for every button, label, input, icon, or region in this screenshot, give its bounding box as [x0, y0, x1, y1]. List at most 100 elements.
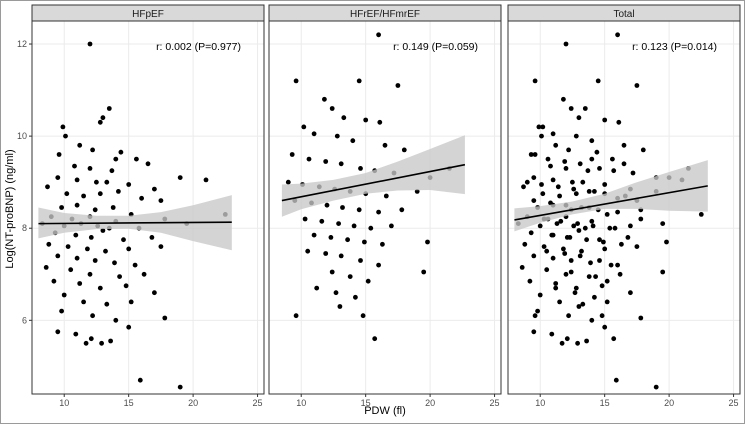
data-point	[660, 269, 666, 275]
data-point	[638, 216, 644, 222]
data-point	[589, 138, 595, 144]
data-point	[550, 232, 556, 238]
data-point	[59, 308, 64, 314]
data-point	[139, 195, 145, 201]
data-point	[571, 223, 577, 229]
panel-border	[507, 20, 741, 395]
data-point	[81, 299, 86, 305]
data-point	[81, 193, 86, 199]
data-point	[293, 78, 299, 84]
data-point	[592, 294, 597, 300]
data-point	[56, 152, 62, 157]
data-point	[597, 166, 602, 171]
data-point	[329, 269, 335, 275]
data-point	[610, 156, 615, 162]
data-point	[593, 274, 598, 279]
data-point	[77, 281, 83, 286]
data-point	[123, 283, 129, 289]
data-point	[528, 152, 534, 157]
y-tick-label: 8	[22, 223, 27, 233]
data-point	[55, 329, 61, 335]
data-point	[599, 313, 605, 319]
data-point	[562, 159, 568, 164]
data-point	[634, 83, 640, 88]
x-tick-label: 15	[361, 398, 371, 408]
data-point	[74, 255, 80, 261]
data-point	[628, 290, 633, 296]
data-point	[532, 78, 538, 84]
data-point	[328, 235, 334, 240]
data-point	[621, 161, 627, 167]
data-point	[347, 274, 353, 279]
y-tick-label: 6	[22, 315, 27, 325]
data-point	[617, 271, 623, 277]
y-tick-label: 10	[17, 131, 27, 141]
data-point	[333, 290, 339, 296]
data-point	[112, 260, 117, 266]
data-point	[421, 269, 427, 275]
data-point	[550, 177, 556, 183]
data-point	[568, 269, 574, 275]
data-point	[83, 340, 89, 346]
data-point	[575, 340, 580, 346]
data-point	[580, 179, 586, 185]
data-point	[601, 239, 606, 245]
data-point	[571, 186, 577, 192]
data-point	[540, 124, 546, 130]
data-point	[383, 193, 389, 199]
data-point	[582, 225, 588, 231]
data-point	[353, 294, 358, 300]
data-point	[85, 246, 90, 252]
data-point	[549, 331, 555, 337]
data-point	[351, 223, 357, 229]
x-tick-label: 25	[729, 398, 739, 408]
data-point	[573, 133, 579, 139]
data-point	[563, 166, 569, 171]
data-point	[579, 248, 584, 254]
data-point	[336, 221, 341, 227]
data-point	[564, 336, 570, 342]
data-point	[77, 142, 83, 148]
data-point	[126, 324, 132, 330]
data-point	[113, 156, 119, 162]
data-point	[132, 262, 138, 268]
x-tick-label: 25	[253, 398, 263, 408]
data-point	[376, 209, 381, 215]
data-point	[55, 253, 61, 259]
data-point	[395, 83, 401, 88]
data-point	[589, 317, 595, 323]
data-point	[572, 290, 578, 296]
data-point	[43, 265, 49, 270]
panel-1: HFpEF r: 0.002 (P=0.977) 10 15 20 25 6 8 10 12	[17, 4, 265, 408]
data-point	[548, 163, 553, 169]
regression-line	[514, 185, 708, 221]
x-tick-label: 25	[490, 398, 500, 408]
data-point	[126, 182, 132, 187]
data-point	[399, 207, 405, 213]
data-point	[158, 198, 164, 204]
data-point	[64, 191, 70, 197]
data-point	[311, 232, 317, 238]
x-tick-label: 20	[664, 398, 674, 408]
data-point	[126, 246, 132, 252]
data-point	[109, 168, 115, 174]
data-point	[152, 186, 157, 192]
data-point	[46, 241, 52, 247]
data-point	[177, 384, 183, 390]
x-axis-title: PDW (fl)	[364, 405, 406, 417]
data-point	[141, 271, 147, 277]
data-point	[425, 239, 430, 245]
data-point	[90, 313, 95, 319]
data-point	[615, 262, 620, 268]
data-point	[532, 152, 538, 157]
data-point	[73, 232, 79, 238]
data-point	[338, 253, 344, 259]
data-point	[566, 147, 571, 153]
data-point	[88, 336, 94, 342]
data-point	[545, 156, 551, 162]
data-point	[55, 175, 61, 181]
y-axis-title: Log(NT-proBNP) (ng/ml)	[4, 149, 16, 268]
data-point	[588, 260, 593, 266]
data-point	[365, 278, 371, 284]
